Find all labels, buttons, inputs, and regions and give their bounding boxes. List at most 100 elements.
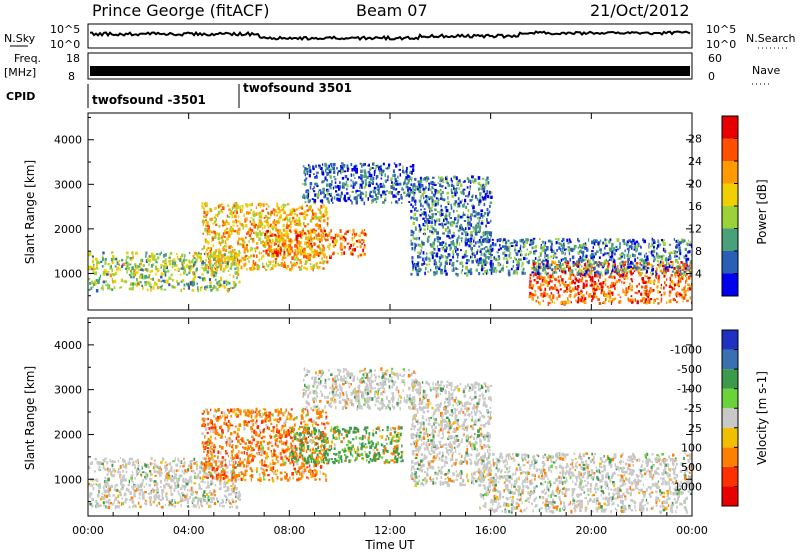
heatmap-cell — [485, 257, 487, 260]
heatmap-cell — [591, 275, 594, 278]
heatmap-cell — [224, 245, 227, 248]
heatmap-cell — [146, 473, 149, 477]
heatmap-cell — [440, 193, 442, 197]
heatmap-cell — [303, 215, 306, 220]
heatmap-cell — [211, 287, 214, 290]
heatmap-cell — [155, 482, 159, 487]
heatmap-cell — [168, 283, 171, 287]
heatmap-cell — [424, 266, 427, 271]
heatmap-cell — [549, 278, 551, 281]
heatmap-cell — [477, 262, 480, 267]
heatmap-cell — [371, 200, 373, 204]
heatmap-cell — [660, 287, 663, 290]
heatmap-cell — [210, 496, 213, 500]
heatmap-cell — [597, 261, 600, 264]
heatmap-cell — [418, 182, 421, 186]
heatmap-cell — [138, 268, 141, 272]
heatmap-cell — [556, 266, 559, 268]
heatmap-cell — [401, 187, 403, 191]
heatmap-cell — [546, 283, 549, 287]
heatmap-cell — [457, 238, 459, 242]
heatmap-cell — [181, 253, 184, 258]
heatmap-cell — [583, 299, 585, 303]
heatmap-cell — [159, 252, 161, 256]
heatmap-cell — [393, 173, 396, 178]
heatmap-cell — [326, 167, 329, 170]
heatmap-cell — [187, 283, 190, 287]
heatmap-cell — [144, 281, 147, 284]
heatmap-cell — [553, 301, 556, 304]
heatmap-cell — [545, 258, 548, 262]
heatmap-cell — [599, 248, 602, 252]
heatmap-cell — [551, 300, 553, 304]
heatmap-cell — [155, 272, 157, 276]
heatmap-cell — [119, 267, 121, 271]
heatmap-cell — [656, 247, 658, 250]
heatmap-cell — [410, 216, 413, 220]
heatmap-cell — [348, 246, 351, 249]
heatmap-cell — [176, 264, 178, 267]
heatmap-cell — [455, 243, 458, 246]
heatmap-cell — [611, 252, 613, 256]
heatmap-cell — [229, 501, 231, 505]
heatmap-cell — [206, 255, 210, 258]
heatmap-cell — [619, 257, 622, 260]
heatmap-cell — [105, 505, 107, 509]
heatmap-cell — [562, 242, 565, 246]
heatmap-cell — [424, 257, 428, 261]
heatmap-cell — [499, 243, 501, 247]
heatmap-cell — [353, 165, 357, 170]
heatmap-cell — [532, 241, 535, 244]
heatmap-cell — [516, 250, 519, 254]
heatmap-cell — [607, 260, 609, 263]
heatmap-cell — [414, 200, 417, 203]
heatmap-cell — [593, 292, 596, 296]
heatmap-cell — [88, 278, 91, 281]
heatmap-cell — [581, 259, 583, 263]
heatmap-cell — [327, 168, 330, 171]
heatmap-cell — [547, 239, 550, 243]
heatmap-cell — [472, 179, 474, 183]
heatmap-cell — [313, 173, 315, 176]
velocity-heatmap — [88, 367, 692, 515]
heatmap-cell — [240, 265, 243, 270]
heatmap-cell — [533, 251, 536, 255]
heatmap-cell — [583, 247, 587, 250]
heatmap-cell — [272, 264, 274, 267]
heatmap-cell — [318, 251, 322, 255]
heatmap-cell — [422, 251, 425, 255]
heatmap-cell — [554, 265, 556, 270]
heatmap-cell — [476, 212, 480, 216]
heatmap-cell — [156, 495, 159, 499]
heatmap-cell — [302, 227, 304, 231]
heatmap-cell — [111, 260, 114, 264]
heatmap-cell — [296, 246, 298, 250]
heatmap-cell — [374, 198, 377, 201]
heatmap-cell — [351, 190, 354, 193]
heatmap-cell — [426, 221, 428, 225]
heatmap-cell — [409, 171, 412, 174]
heatmap-cell — [629, 260, 633, 265]
heatmap-cell — [604, 272, 607, 275]
heatmap-cell — [460, 270, 463, 275]
heatmap-cell — [257, 265, 260, 269]
heatmap-cell — [527, 238, 529, 242]
heatmap-cell — [420, 195, 422, 199]
heatmap-cell — [97, 502, 100, 506]
heatmap-cell — [101, 265, 104, 268]
heatmap-cell — [457, 215, 460, 218]
heatmap-cell — [309, 186, 312, 190]
heatmap-cell — [352, 186, 355, 189]
heatmap-cell — [249, 248, 252, 252]
heatmap-cell — [324, 176, 326, 181]
heatmap-cell — [481, 216, 484, 219]
heatmap-cell — [328, 164, 331, 168]
heatmap-cell — [317, 191, 320, 194]
heatmap-cell — [636, 247, 638, 252]
heatmap-cell — [263, 266, 266, 269]
heatmap-cell — [550, 240, 553, 244]
heatmap-cell — [192, 497, 195, 501]
heatmap-cell — [280, 247, 282, 250]
heatmap-cell — [131, 471, 134, 473]
heatmap-cell — [447, 184, 451, 187]
